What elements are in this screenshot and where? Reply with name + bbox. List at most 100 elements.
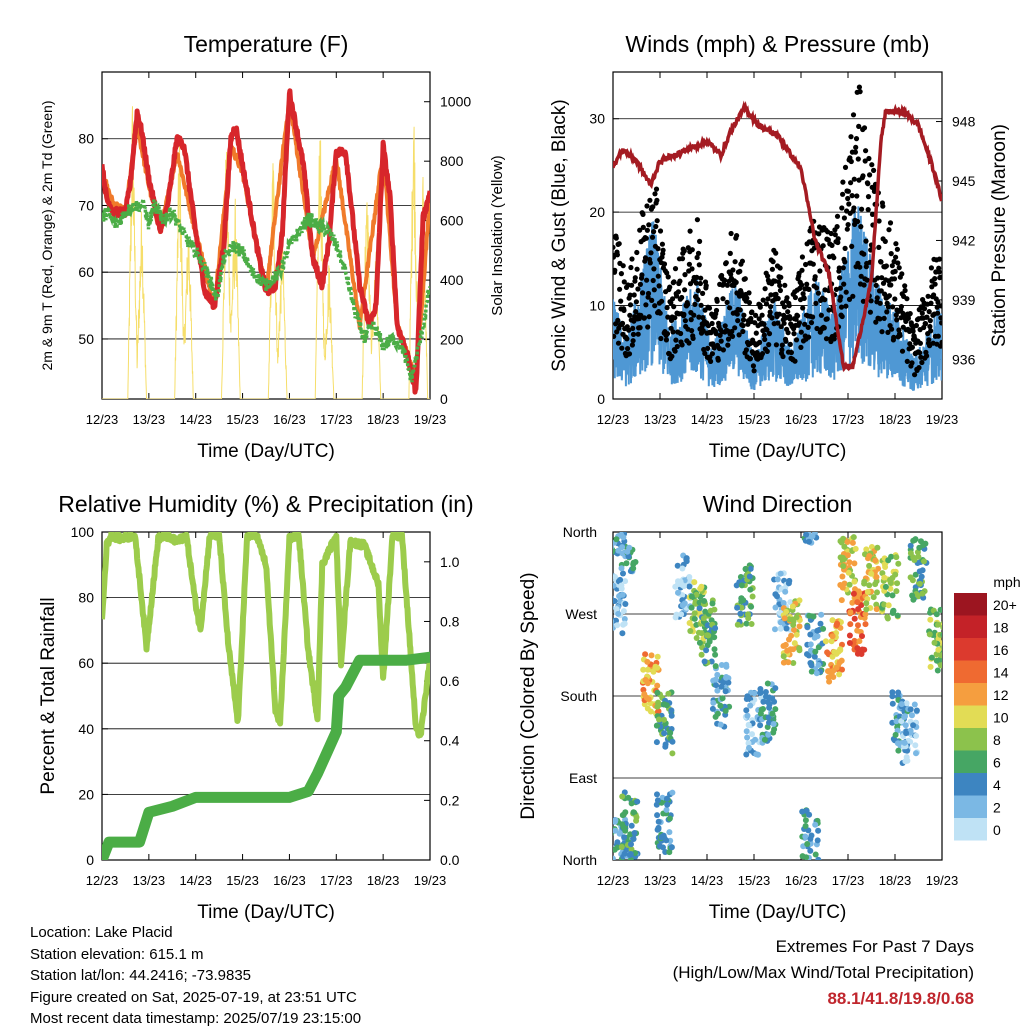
gust-point bbox=[740, 323, 746, 329]
extremes-box: Extremes For Past 7 Days (High/Low/Max W… bbox=[673, 934, 974, 1012]
gust-point bbox=[629, 342, 636, 348]
gust-point bbox=[729, 328, 735, 335]
direction-point bbox=[622, 601, 629, 607]
direction-point bbox=[829, 633, 836, 640]
gust-point bbox=[862, 158, 868, 164]
direction-point bbox=[847, 609, 854, 616]
direction-point bbox=[791, 640, 798, 647]
gust-point bbox=[613, 267, 618, 273]
gust-point bbox=[646, 222, 652, 228]
gust-point bbox=[727, 250, 733, 256]
colorbar-label: 12 bbox=[993, 687, 1009, 703]
gust-point bbox=[858, 273, 864, 279]
gust-point bbox=[853, 144, 859, 150]
gust-point bbox=[714, 298, 720, 304]
series-dewpoint bbox=[102, 198, 430, 383]
direction-point bbox=[852, 545, 859, 552]
direction-point bbox=[748, 621, 755, 627]
gust-point bbox=[753, 330, 759, 336]
gust-point bbox=[802, 321, 808, 327]
gust-point bbox=[884, 309, 890, 315]
gust-point bbox=[729, 333, 736, 339]
created-label: Figure created on Sat, 2025-07-19, at 23… bbox=[30, 988, 357, 1006]
direction-point bbox=[851, 560, 858, 567]
gust-point bbox=[815, 290, 822, 296]
direction-point bbox=[919, 590, 926, 597]
gust-point bbox=[645, 324, 651, 330]
gust-point bbox=[615, 340, 622, 346]
gust-point bbox=[646, 314, 652, 320]
direction-point bbox=[838, 597, 845, 604]
direction-point bbox=[815, 644, 822, 651]
gust-point bbox=[665, 274, 671, 280]
direction-point bbox=[667, 729, 674, 736]
gust-point bbox=[770, 259, 776, 265]
direction-point bbox=[850, 590, 857, 597]
gust-point bbox=[889, 326, 895, 332]
colorbar-swatch bbox=[954, 615, 987, 638]
y2-axis-label: Solar Insolation (Yellow) bbox=[489, 155, 506, 315]
y2-tick-label: 600 bbox=[440, 213, 464, 229]
gust-point bbox=[654, 218, 660, 224]
gust-point bbox=[896, 327, 902, 333]
gust-point bbox=[823, 336, 830, 342]
gust-point bbox=[720, 347, 727, 353]
gust-point bbox=[786, 303, 792, 309]
gust-point bbox=[627, 302, 634, 308]
direction-point bbox=[785, 580, 792, 587]
gust-point bbox=[672, 266, 679, 272]
gust-point bbox=[899, 271, 905, 277]
direction-point bbox=[631, 809, 638, 816]
y2-tick-label: 1.0 bbox=[440, 554, 460, 570]
direction-point bbox=[912, 742, 919, 749]
gust-point bbox=[746, 290, 752, 296]
gust-point bbox=[657, 310, 663, 316]
direction-point bbox=[660, 844, 666, 851]
direction-point bbox=[654, 791, 660, 798]
gust-point bbox=[855, 156, 861, 162]
gust-point bbox=[913, 322, 920, 329]
direction-point bbox=[624, 548, 631, 555]
direction-point bbox=[841, 543, 848, 550]
direction-point bbox=[625, 553, 632, 560]
gust-point bbox=[620, 263, 626, 269]
gust-point bbox=[722, 323, 728, 329]
gust-point bbox=[626, 351, 633, 357]
gust-point bbox=[658, 335, 664, 342]
gust-point bbox=[744, 295, 750, 301]
direction-point bbox=[830, 674, 837, 680]
gust-point bbox=[912, 372, 918, 378]
direction-point bbox=[655, 708, 662, 715]
gust-point bbox=[681, 248, 687, 254]
direction-point bbox=[613, 827, 619, 834]
direction-point bbox=[815, 856, 822, 860]
gust-point bbox=[931, 292, 937, 298]
gust-point bbox=[938, 315, 942, 321]
x-tick-label: 14/23 bbox=[179, 412, 212, 427]
gust-point bbox=[924, 353, 930, 359]
direction-point bbox=[734, 621, 741, 628]
direction-point bbox=[851, 578, 858, 585]
gust-point bbox=[677, 278, 683, 284]
gust-point bbox=[773, 250, 779, 256]
gust-point bbox=[727, 305, 733, 311]
gust-point bbox=[756, 316, 762, 322]
direction-point bbox=[931, 639, 938, 646]
direction-point bbox=[620, 811, 627, 818]
gust-point bbox=[694, 274, 700, 280]
x-tick-label: 15/23 bbox=[738, 412, 771, 427]
extremes-subtitle: (High/Low/Max Wind/Total Precipitation) bbox=[672, 963, 974, 982]
gust-point bbox=[881, 315, 887, 321]
direction-point bbox=[663, 837, 670, 844]
gust-point bbox=[866, 155, 872, 162]
direction-point bbox=[770, 721, 777, 727]
direction-point bbox=[863, 546, 870, 553]
direction-point bbox=[785, 659, 792, 666]
gust-point bbox=[919, 359, 925, 366]
direction-point bbox=[643, 694, 650, 701]
gust-point bbox=[679, 256, 686, 262]
direction-point bbox=[887, 580, 894, 586]
gust-point bbox=[640, 211, 646, 217]
direction-point bbox=[656, 716, 662, 723]
gust-point bbox=[643, 302, 649, 308]
